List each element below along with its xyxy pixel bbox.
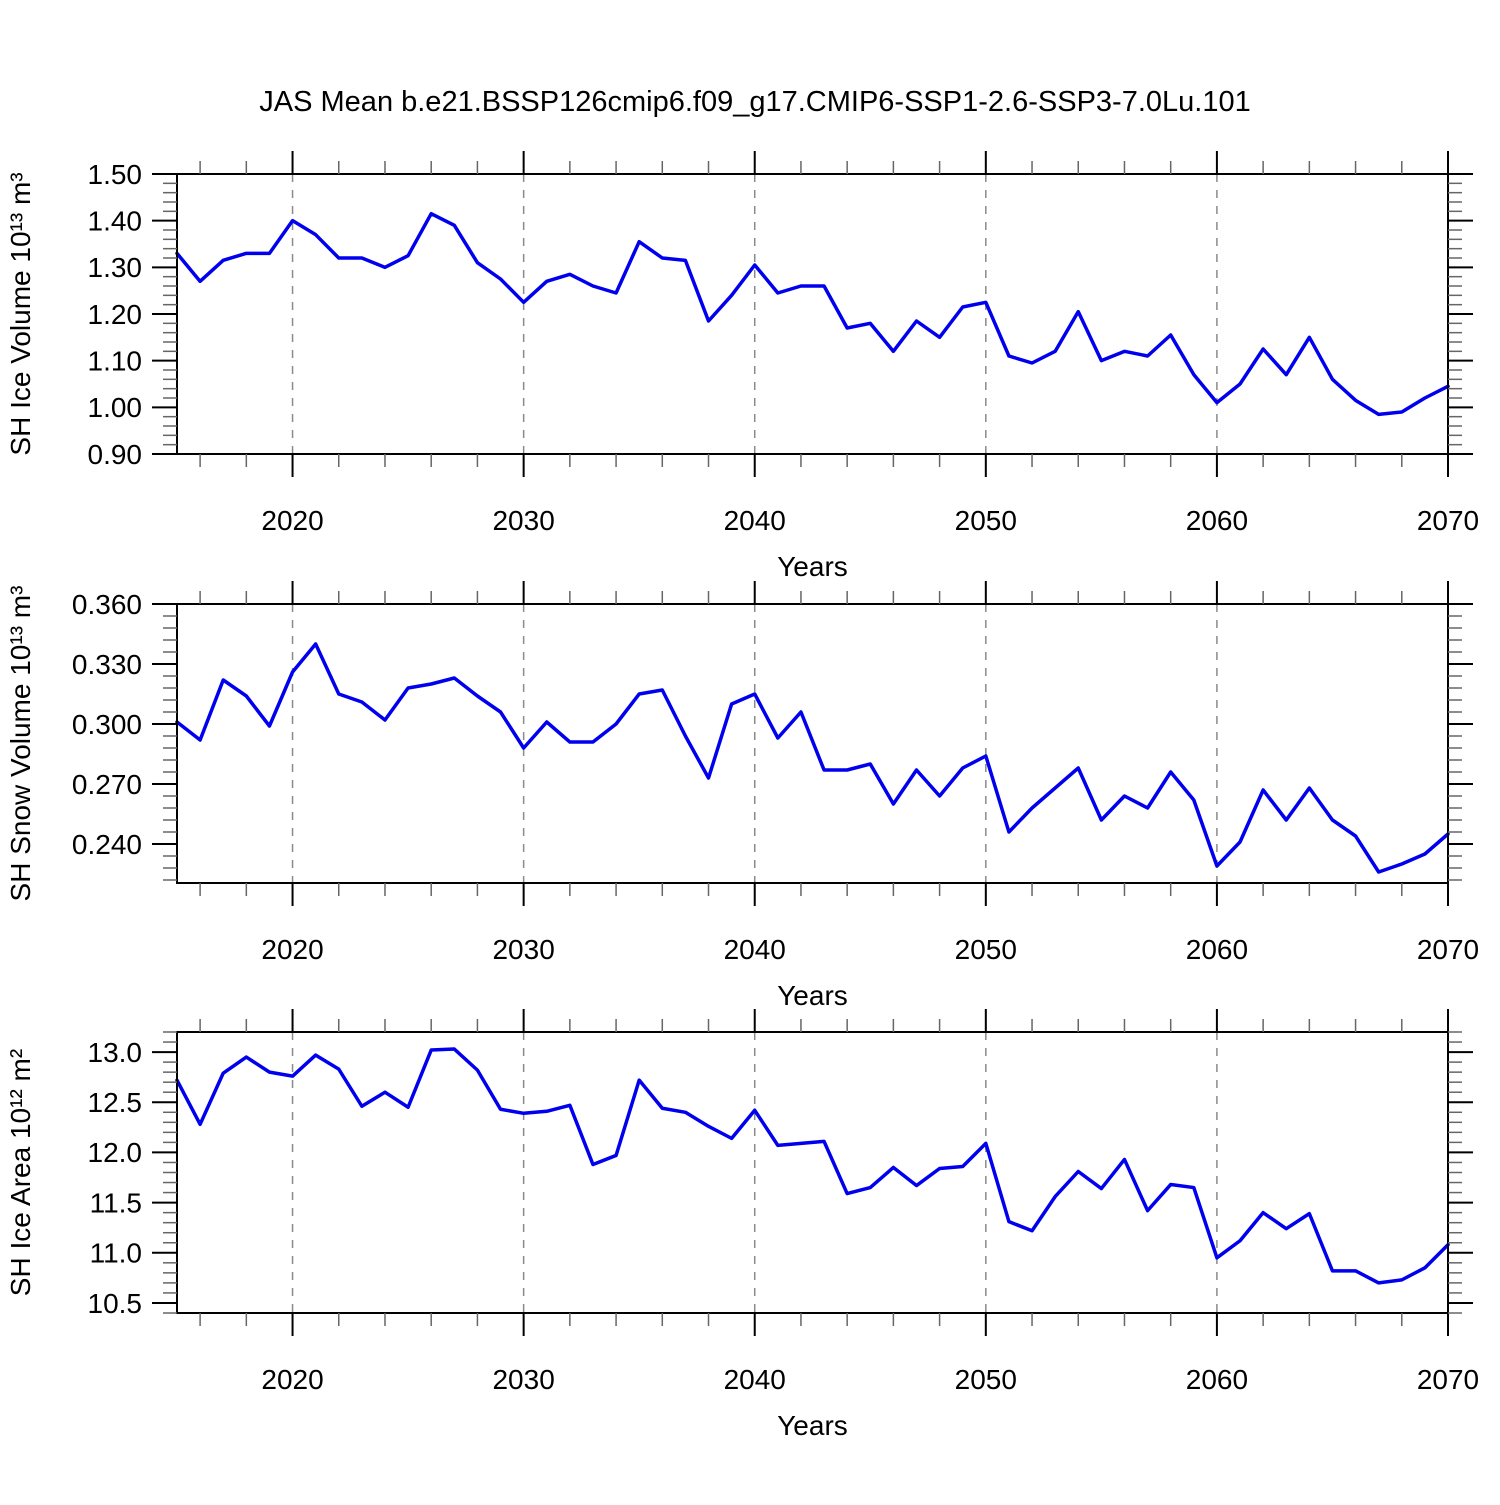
panel-snow-volume: 2020 2030 2040 2050 2060 2070 0.240 0.270 0.300 0… [5, 581, 1479, 1011]
x-tick-label: 2040 [724, 1364, 786, 1395]
y-tick-label: 1.00 [88, 392, 143, 423]
y-tick-label: 12.5 [88, 1087, 143, 1118]
series-line-ice-area [175, 1047, 1450, 1285]
y-axis-title: SH Ice Area 10¹² m² [5, 1049, 36, 1296]
x-tick-label: 2030 [492, 505, 554, 536]
y-tick-label: 12.0 [88, 1137, 143, 1168]
x-tick-label: 2030 [492, 934, 554, 965]
series-line-ice-volume [175, 211, 1450, 417]
x-axis-title: Years [777, 551, 848, 582]
y-tick-label: 1.50 [88, 159, 143, 190]
x-tick-label: 2070 [1417, 934, 1479, 965]
y-tick-label: 0.90 [88, 439, 143, 470]
panel-ice-volume: 2020 2030 2040 2050 2060 2070 0.90 1.00 1.10 1.20… [5, 151, 1479, 582]
plot-box [176, 603, 1449, 884]
x-tick-label: 2050 [955, 505, 1017, 536]
x-tick-label: 2060 [1186, 505, 1248, 536]
series-line-snow-volume [175, 642, 1450, 874]
y-axis-title: SH Ice Volume 10¹³ m³ [5, 172, 36, 455]
panels-group: 2020 2030 2040 2050 2060 2070 0.90 1.00 1.10 1.20… [5, 151, 1479, 1441]
y-tick-label: 1.10 [88, 345, 143, 376]
plot-box [176, 173, 1449, 455]
x-tick-label: 2070 [1417, 505, 1479, 536]
y-tick-label: 0.240 [72, 829, 142, 860]
y-tick-label: 1.20 [88, 299, 143, 330]
x-tick-label: 2040 [724, 505, 786, 536]
x-tick-label: 2060 [1186, 934, 1248, 965]
x-tick-label: 2030 [492, 1364, 554, 1395]
y-axis-title: SH Snow Volume 10¹³ m³ [5, 586, 36, 902]
x-tick-label: 2020 [261, 934, 323, 965]
y-tick-label: 10.5 [88, 1288, 143, 1319]
y-tick-label: 0.300 [72, 709, 142, 740]
y-tick-label: 1.30 [88, 252, 143, 283]
y-tick-label: 11.5 [90, 1187, 142, 1218]
chart-title: JAS Mean b.e21.BSSP126cmip6.f09_g17.CMIP… [259, 86, 1250, 118]
plot-box [176, 1031, 1449, 1314]
y-tick-label: 1.40 [88, 205, 143, 236]
y-tick-label: 13.0 [88, 1037, 143, 1068]
panel-ice-area: 2020 2030 2040 2050 2060 2070 10.5 11.0 11.5 12.0… [5, 1009, 1479, 1441]
x-tick-label: 2070 [1417, 1364, 1479, 1395]
y-tick-label: 11.0 [90, 1238, 142, 1269]
x-tick-label: 2020 [261, 505, 323, 536]
x-axis-title: Years [777, 1410, 848, 1441]
y-tick-label: 0.360 [72, 589, 142, 620]
x-tick-label: 2050 [955, 1364, 1017, 1395]
y-tick-label: 0.330 [72, 649, 142, 680]
x-axis-title: Years [777, 980, 848, 1011]
x-tick-label: 2020 [261, 1364, 323, 1395]
x-tick-label: 2040 [724, 934, 786, 965]
x-tick-label: 2050 [955, 934, 1017, 965]
x-tick-label: 2060 [1186, 1364, 1248, 1395]
y-tick-label: 0.270 [72, 769, 142, 800]
